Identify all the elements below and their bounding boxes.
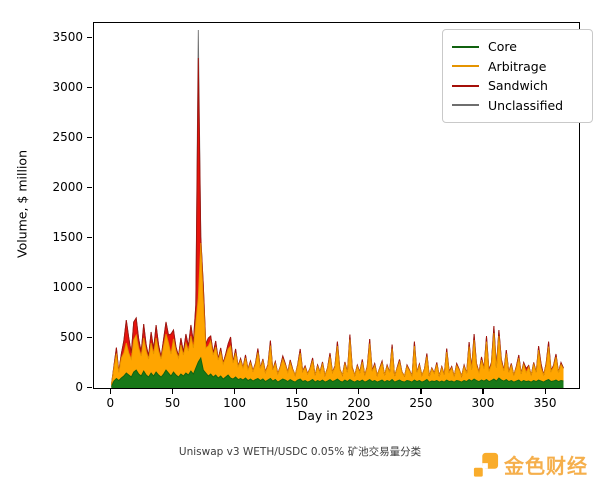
y-tick-label: 500 xyxy=(60,330,83,344)
jinse-logo-icon xyxy=(473,452,499,477)
x-tick-label: 150 xyxy=(285,396,309,410)
x-tick-mark xyxy=(234,388,236,394)
plot-area: Core Arbitrage Sandwich Unclassified xyxy=(93,22,593,389)
y-tick-label: 1000 xyxy=(52,280,83,294)
legend-label: Core xyxy=(488,39,517,55)
legend-item-sandwich: Sandwich xyxy=(452,76,582,96)
x-axis-label: Day in 2023 xyxy=(297,408,374,423)
y-tick-mark xyxy=(87,86,92,88)
legend-label: Unclassified xyxy=(488,97,564,113)
x-tick-label: 100 xyxy=(223,396,247,410)
y-tick-mark xyxy=(87,336,92,338)
y-tick-mark xyxy=(87,236,92,238)
x-tick-label: 50 xyxy=(164,396,181,410)
y-tick-mark xyxy=(87,36,92,38)
legend-swatch-unclassified xyxy=(452,104,479,107)
legend-label: Arbitrage xyxy=(488,58,547,74)
y-tick-label: 1500 xyxy=(52,230,83,244)
area-arbitrage xyxy=(111,243,564,388)
legend-swatch-core xyxy=(452,45,479,48)
y-axis-label: Volume, $ million xyxy=(14,149,30,259)
legend-swatch-arbitrage xyxy=(452,65,479,68)
x-tick-mark xyxy=(109,388,112,394)
y-tick-mark xyxy=(87,286,92,288)
legend-swatch-sandwich xyxy=(452,84,479,87)
watermark: 金色财经 xyxy=(473,450,588,479)
legend-item-unclassified: Unclassified xyxy=(452,96,582,116)
chart-caption: Uniswap v3 WETH/USDC 0.05% 矿池交易量分类 xyxy=(178,446,422,458)
y-tick-label: 2000 xyxy=(52,180,83,194)
watermark-text: 金色财经 xyxy=(504,454,588,478)
legend-item-arbitrage: Arbitrage xyxy=(452,57,582,77)
line-arbitrage xyxy=(110,242,564,386)
x-tick-mark xyxy=(420,388,422,394)
stacked-area-chart xyxy=(110,29,564,388)
y-tick-mark xyxy=(87,136,92,138)
x-tick-label: 250 xyxy=(409,396,433,410)
x-tick-mark xyxy=(358,388,360,394)
x-tick-label: 200 xyxy=(347,396,371,410)
line-core xyxy=(110,356,564,387)
y-tick-label: 0 xyxy=(75,380,83,394)
y-tick-label: 2500 xyxy=(52,130,83,144)
x-tick-mark xyxy=(544,388,546,394)
x-tick-label: 0 xyxy=(106,396,115,410)
y-tick-label: 3000 xyxy=(52,80,83,94)
x-tick-mark xyxy=(482,388,484,394)
x-tick-mark xyxy=(171,388,174,394)
x-tick-label: 300 xyxy=(471,396,495,410)
legend: Core Arbitrage Sandwich Unclassified xyxy=(442,29,593,123)
x-tick-label: 350 xyxy=(533,396,557,410)
y-tick-label: 3500 xyxy=(52,30,83,44)
legend-label: Sandwich xyxy=(488,78,548,94)
area-core xyxy=(111,358,564,388)
legend-item-core: Core xyxy=(452,37,582,57)
y-tick-mark xyxy=(87,386,92,388)
x-tick-mark xyxy=(296,388,298,394)
y-tick-mark xyxy=(87,186,92,188)
